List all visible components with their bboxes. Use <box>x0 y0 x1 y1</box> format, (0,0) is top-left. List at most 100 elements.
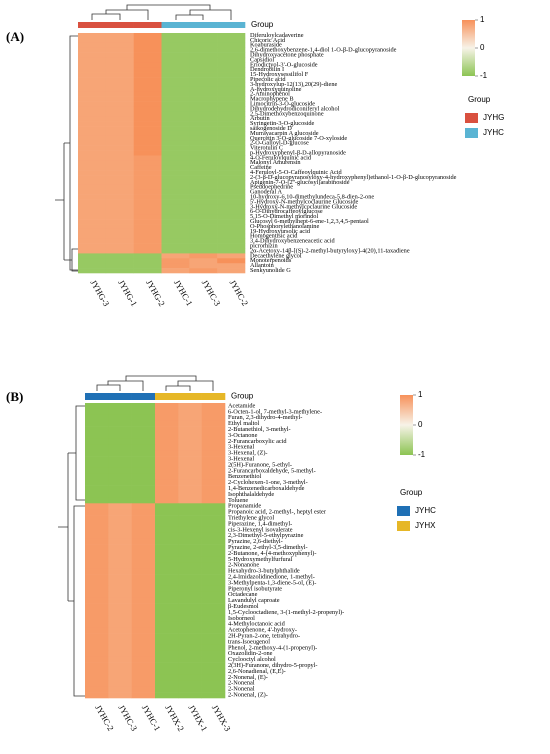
heatmap-cell <box>131 680 156 687</box>
heatmap-cell <box>178 408 202 416</box>
heatmap-cell <box>178 615 202 622</box>
heatmap-cell <box>161 47 190 53</box>
heatmap-cell <box>201 556 226 563</box>
heatmap-cell <box>133 194 162 200</box>
heatmap-cell <box>85 414 109 421</box>
heatmap-cell <box>217 150 246 156</box>
heatmap-cell <box>131 432 156 439</box>
heatmap-cell <box>161 37 190 44</box>
heatmap-cell <box>105 62 134 68</box>
heatmap-cell <box>133 209 162 215</box>
heatmap-cell <box>131 420 156 427</box>
column-label: JYHC-1 <box>172 278 195 308</box>
row-label: Furan, 2,3-dihydro-4-methyl- <box>228 414 302 421</box>
heatmap-cell <box>178 544 202 551</box>
group-bar <box>133 22 162 28</box>
row-label: Senkyunolide G <box>250 267 291 274</box>
heatmap-cell <box>108 450 132 457</box>
heatmap-cell <box>85 473 109 480</box>
row-label: 2-Furancarboxylic acid <box>228 438 287 445</box>
heatmap-cell <box>217 135 246 142</box>
heatmap-cell <box>155 574 179 581</box>
heatmap-cell <box>155 438 179 445</box>
heatmap-cell <box>133 199 162 205</box>
row-label: Capsidiol <box>250 56 274 63</box>
heatmap-cell <box>217 248 246 254</box>
heatmap-cell <box>217 268 246 274</box>
heatmap-cell <box>105 248 134 254</box>
heatmap-cell <box>189 243 218 249</box>
colorbar-tick-label: 1 <box>418 390 423 399</box>
heatmap-cell <box>217 72 246 78</box>
heatmap-cell <box>105 135 134 142</box>
heatmap-cell <box>105 224 134 230</box>
heatmap-cell <box>108 668 132 675</box>
column-label: JYHX-3 <box>210 703 233 733</box>
heatmap-cell <box>133 253 162 259</box>
heatmap-cell <box>108 479 132 486</box>
heatmap-cell <box>108 591 132 598</box>
heatmap-cell <box>108 462 132 469</box>
heatmap-cell <box>133 233 162 240</box>
heatmap-cell <box>161 116 190 122</box>
row-label: 2,4-Imidazolidinedione, 1-methyl- <box>228 574 315 581</box>
heatmap-cell <box>189 96 218 102</box>
heatmap-cell <box>133 243 162 249</box>
heatmap-cell <box>217 243 246 249</box>
heatmap-cell <box>78 135 107 142</box>
heatmap-cell <box>178 438 202 445</box>
heatmap-cell <box>78 150 107 156</box>
heatmap-cell <box>85 656 109 663</box>
heatmap-cell <box>155 644 179 652</box>
heatmap-cell <box>108 544 132 551</box>
heatmap-cell <box>85 497 109 504</box>
heatmap-cell <box>78 67 107 73</box>
row-label: 2-O-Galloyl-D-glucose <box>250 140 309 147</box>
heatmap-cell <box>85 467 109 475</box>
row-label: 15-Hydroxysessilifol F <box>250 71 309 78</box>
legend-label: JYHG <box>483 113 504 122</box>
row-label: Hexahydro-3-butylphthalide <box>228 568 300 575</box>
heatmap-cell <box>189 126 218 132</box>
heatmap-cell <box>131 532 156 539</box>
heatmap-cell <box>108 467 132 475</box>
heatmap-cell <box>85 456 109 463</box>
group-bar <box>178 393 202 400</box>
heatmap-cell <box>105 243 134 249</box>
group-title: Group <box>251 20 274 29</box>
heatmap-cell <box>178 639 202 646</box>
heatmap-cell <box>78 42 107 48</box>
heatmap-cell <box>78 81 107 88</box>
heatmap-cell <box>108 509 132 516</box>
heatmap-cell <box>201 491 226 498</box>
heatmap-cell <box>161 130 190 137</box>
heatmap-cell <box>155 597 179 604</box>
heatmap-cell <box>108 420 132 427</box>
heatmap-cell <box>105 37 134 44</box>
heatmap-cell <box>217 263 246 269</box>
heatmap-cell <box>178 597 202 604</box>
row-label: Pyrazine, 2-ethyl-3,5-dimethyl- <box>228 544 308 551</box>
heatmap-cell <box>85 585 109 593</box>
row-label: Dihydroxyacetone phosphate <box>250 51 324 58</box>
heatmap-cell <box>85 633 109 640</box>
row-label: 2,6-dimethoxybenzene-1,4-diol 1-O-β-D-gl… <box>250 47 397 54</box>
heatmap-cell <box>217 81 246 88</box>
heatmap-cell <box>105 57 134 63</box>
heatmap-cell <box>155 538 179 545</box>
heatmap-cell <box>189 175 218 181</box>
heatmap-cell <box>133 52 162 58</box>
heatmap-cell <box>161 91 190 97</box>
heatmap-cell <box>155 692 179 699</box>
heatmap-cell <box>189 37 218 44</box>
heatmap-cell <box>85 420 109 427</box>
heatmap-cell <box>131 597 156 604</box>
row-label: 2,5-Dimethoxybenzoquinone <box>250 110 324 117</box>
row-label: Quercetin 3-O-glucoside 7-O-xyloside <box>250 135 347 142</box>
heatmap-cell <box>155 585 179 593</box>
heatmap-cell <box>155 509 179 516</box>
row-label: Viterotulin C <box>250 145 283 152</box>
heatmap-cell <box>201 580 226 587</box>
row-label: Caffeine <box>250 164 272 171</box>
